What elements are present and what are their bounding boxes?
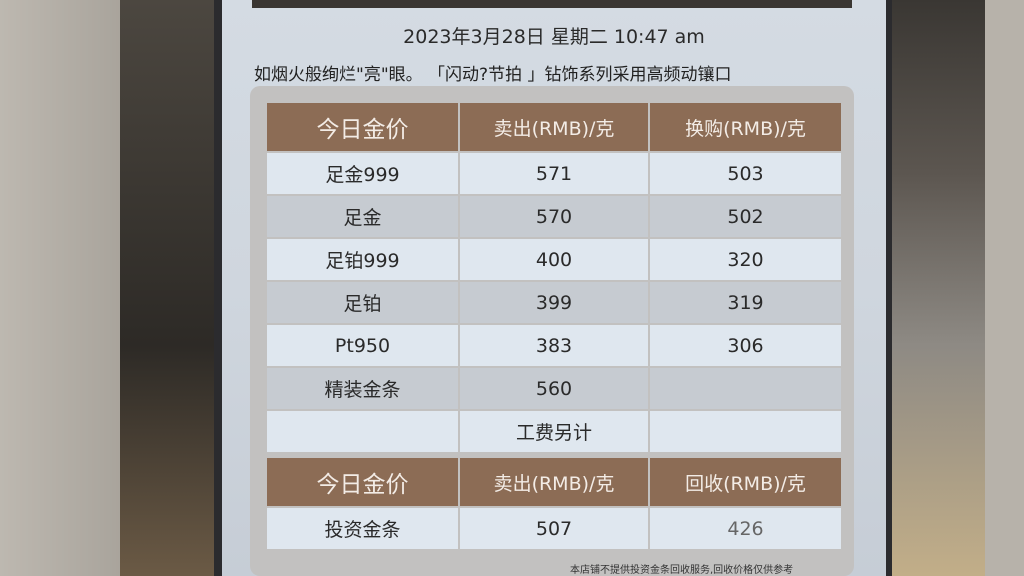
cell: 571 (460, 153, 648, 194)
disclaimer: 本店铺不提供投资金条回收服务,回收价格仅供参考 (570, 565, 794, 576)
cell: 足金 (267, 196, 458, 237)
cell: 383 (460, 325, 648, 366)
cell: 319 (650, 282, 841, 323)
datetime: 2023年3月28日 星期二 10:47 am (403, 26, 705, 48)
gold-price-table: 今日金价 卖出(RMB)/克 换购(RMB)/克 足金999 571 503 足金 5… (265, 101, 843, 454)
header-cell: 今日金价 (267, 458, 458, 506)
cell: 306 (650, 325, 841, 366)
cell (267, 411, 458, 452)
cell: 570 (460, 196, 648, 237)
cell: 502 (650, 196, 841, 237)
cell: 足铂999 (267, 239, 458, 280)
cell: Pt950 (267, 325, 458, 366)
table-row: 足铂999 400 320 (267, 239, 841, 280)
cell: 精装金条 (267, 368, 458, 409)
table-header: 今日金价 卖出(RMB)/克 回收(RMB)/克 (267, 458, 841, 506)
cell: 320 (650, 239, 841, 280)
cell: 足金999 (267, 153, 458, 194)
table-row: Pt950 383 306 (267, 325, 841, 366)
header-cell: 卖出(RMB)/克 (460, 458, 648, 506)
header-cell: 卖出(RMB)/克 (460, 103, 648, 151)
cell: 足铂 (267, 282, 458, 323)
table-row: 精装金条 560 (267, 368, 841, 409)
pillar (985, 0, 1024, 576)
table-header: 今日金价 卖出(RMB)/克 换购(RMB)/克 (267, 103, 841, 151)
cell: 560 (460, 368, 648, 409)
table-row: 足金 570 502 (267, 196, 841, 237)
cell (650, 368, 841, 409)
table-row: 足铂 399 319 (267, 282, 841, 323)
cell: 426 (650, 508, 841, 549)
table-row: 工费另计 (267, 411, 841, 452)
ticker-text: 如烟火般绚烂"亮"眼。 「闪动?节拍 」钻饰系列采用高频动镶口 (254, 65, 732, 85)
cell: 507 (460, 508, 648, 549)
cell: 400 (460, 239, 648, 280)
cell: 503 (650, 153, 841, 194)
table-row: 足金999 571 503 (267, 153, 841, 194)
cell (650, 411, 841, 452)
wall (0, 0, 120, 576)
header-cell: 换购(RMB)/克 (650, 103, 841, 151)
shop-window (120, 0, 215, 576)
header-cell: 回收(RMB)/克 (650, 458, 841, 506)
cell: 投资金条 (267, 508, 458, 549)
table-row: 投资金条 507 426 (267, 508, 841, 549)
labor-fee-note: 工费另计 (460, 411, 648, 452)
top-bar (252, 0, 852, 8)
cell: 399 (460, 282, 648, 323)
header-cell: 今日金价 (267, 103, 458, 151)
investment-gold-table: 今日金价 卖出(RMB)/克 回收(RMB)/克 投资金条 507 426 (265, 456, 843, 551)
